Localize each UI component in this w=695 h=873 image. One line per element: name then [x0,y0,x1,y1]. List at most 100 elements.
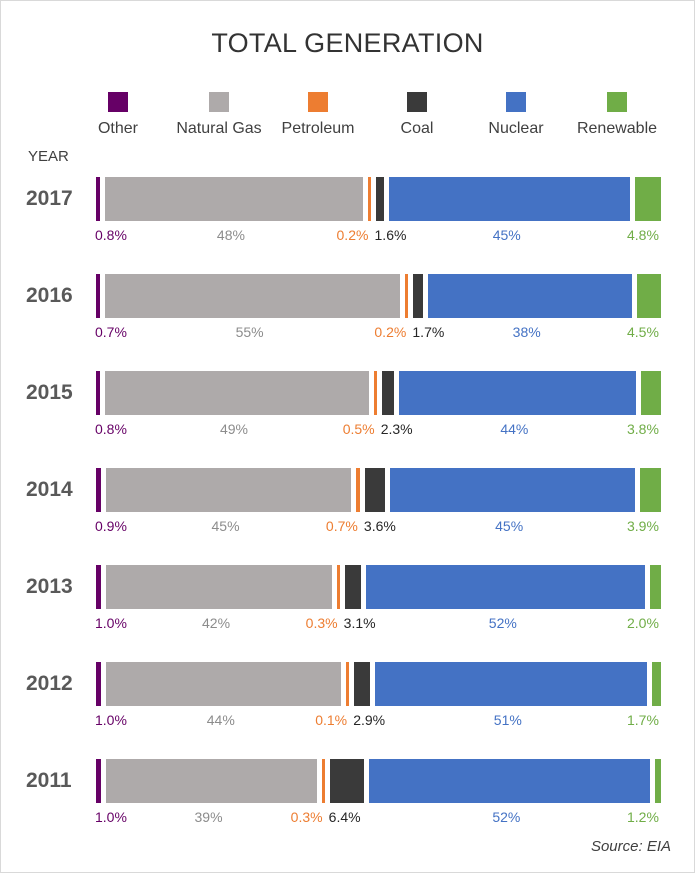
bar-segment-nuclear [399,371,636,415]
legend-label: Nuclear [488,120,544,137]
legend-label: Natural Gas [176,120,262,137]
data-label-other: 0.7% [95,324,127,340]
legend-label: Other [97,120,138,137]
bar-segment-petroleum [346,662,350,706]
data-label-petroleum: 0.1% [315,712,348,728]
bar-segment-renewable [654,759,661,803]
year-label: 2014 [26,478,73,501]
legend-label: Renewable [576,120,658,137]
data-label-natural-gas: 49% [219,421,249,437]
bar-segment-nuclear [389,468,635,512]
source-note: Source: EIA [590,838,671,855]
bar-segment-other [96,759,102,803]
bar-segment-natural-gas [105,468,352,512]
bar-segment-coal [354,662,370,706]
legend-swatch [308,92,328,112]
data-label-natural-gas: 39% [194,809,223,825]
data-label-nuclear: 45% [495,518,524,534]
data-label-renewable: 1.2% [627,809,659,825]
data-label-natural-gas: 44% [206,712,235,728]
data-label-coal: 6.4% [328,809,361,825]
data-label-nuclear: 52% [488,615,517,631]
legend-item-coal: Coal [362,92,472,138]
bar-segment-renewable [636,274,661,318]
bar-segment-coal [375,177,385,221]
bar-segment-renewable [635,177,661,221]
data-label-other: 1.0% [95,712,127,728]
data-label-petroleum: 0.7% [325,518,358,534]
data-label-petroleum: 0.5% [342,421,375,437]
legend-swatch [407,92,427,112]
year-label: 2016 [26,284,73,307]
data-label-natural-gas: 42% [202,615,231,631]
data-label-nuclear: 51% [493,712,522,728]
data-label-coal: 2.3% [380,421,413,437]
legend-swatch [607,92,627,112]
data-label-renewable: 1.7% [627,712,659,728]
data-label-nuclear: 44% [500,421,529,437]
legend-item-other: Other [63,92,173,138]
y-axis-label: YEAR [28,148,69,165]
data-label-renewable: 4.8% [627,227,659,243]
bar-segment-other [96,274,100,318]
bar-segment-coal [413,274,423,318]
data-label-coal: 3.1% [343,615,376,631]
legend-item-natural-gas: Natural Gas [164,92,274,138]
bar-segment-petroleum [321,759,325,803]
bar-segment-coal [329,759,365,803]
data-label-petroleum: 0.2% [336,227,369,243]
data-label-renewable: 4.5% [627,324,659,340]
bar-segment-other [96,565,102,609]
data-label-renewable: 3.9% [627,518,659,534]
data-label-nuclear: 38% [512,324,541,340]
bar-segment-other [96,468,101,512]
bar-segment-petroleum [367,177,371,221]
year-label: 2015 [26,381,73,404]
year-label: 2011 [26,769,72,792]
bar-row-2016: 2016 0.7% 55% 0.2% 1.7% 38% 4.5% [0,274,695,344]
legend-swatch [506,92,526,112]
bar-segment-nuclear [427,274,632,318]
bar-segment-natural-gas [104,274,401,318]
bar-segment-petroleum [405,274,409,318]
legend-item-renewable: Renewable [562,92,672,138]
bar-segment-coal [364,468,385,512]
data-label-natural-gas: 48% [216,227,245,243]
bar-row-2012: 2012 1.0% 44% 0.1% 2.9% 51% 1.7% [0,662,695,732]
data-label-renewable: 3.8% [627,421,659,437]
bar-row-2013: 2013 1.0% 42% 0.3% 3.1% 52% 2.0% [0,565,695,635]
legend-swatch [209,92,229,112]
data-label-petroleum: 0.3% [290,809,323,825]
data-label-coal: 1.7% [412,324,445,340]
bar-segment-natural-gas [106,565,332,609]
bar-segment-renewable [640,371,661,415]
bar-segment-petroleum [336,565,340,609]
year-label: 2013 [26,575,73,598]
bar-segment-nuclear [374,662,647,706]
legend-swatch [108,92,128,112]
bar-segment-other [96,177,101,221]
bar-segment-coal [344,565,362,609]
data-label-natural-gas: 55% [235,324,264,340]
bar-row-2017: 2017 0.8% 48% 0.2% 1.6% 45% 4.8% [0,177,695,247]
bar-segment-natural-gas [106,662,342,706]
legend-label: Petroleum [281,120,355,137]
bar-segment-petroleum [373,371,377,415]
data-label-natural-gas: 45% [211,518,240,534]
legend-item-nuclear: Nuclear [461,92,571,138]
data-label-other: 0.9% [95,518,127,534]
data-label-nuclear: 52% [492,809,521,825]
data-label-other: 1.0% [95,615,127,631]
year-label: 2012 [26,672,73,695]
data-label-other: 0.8% [95,227,127,243]
data-label-coal: 2.9% [353,712,386,728]
year-label: 2017 [26,187,73,210]
data-label-coal: 3.6% [363,518,396,534]
data-label-nuclear: 45% [492,227,521,243]
data-label-petroleum: 0.3% [305,615,338,631]
bar-segment-coal [381,371,395,415]
bar-segment-natural-gas [105,177,363,221]
bar-segment-other [96,662,102,706]
bar-segment-other [96,371,101,415]
bar-row-2014: 2014 0.9% 45% 0.7% 3.6% 45% 3.9% [0,468,695,538]
